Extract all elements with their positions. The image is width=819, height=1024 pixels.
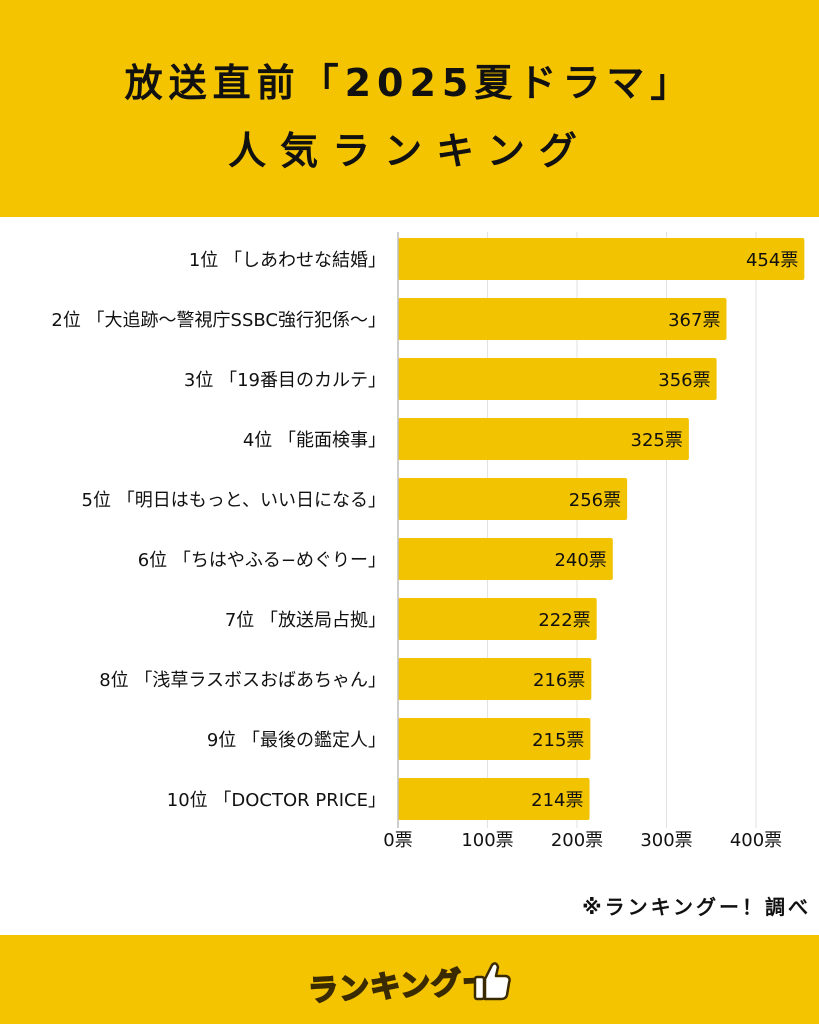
thumbs-up-icon bbox=[473, 962, 511, 1001]
value-label: 256票 bbox=[569, 490, 621, 511]
category-label: 2位 「大追跡〜警視庁SSBC強行犯係〜」 bbox=[51, 310, 386, 331]
page-title-line2: 人気ランキング bbox=[228, 129, 591, 173]
bar bbox=[398, 298, 727, 340]
source-credit: ※ランキングー！調べ bbox=[582, 895, 811, 919]
category-label: 4位 「能面検事」 bbox=[243, 430, 386, 451]
bar bbox=[398, 418, 689, 460]
x-tick-label: 100票 bbox=[461, 830, 513, 851]
category-label: 3位 「19番目のカルテ」 bbox=[184, 370, 386, 391]
bar bbox=[398, 478, 628, 520]
value-label: 367票 bbox=[668, 310, 720, 331]
value-label: 325票 bbox=[631, 430, 683, 451]
x-tick-label: 400票 bbox=[730, 830, 782, 851]
bar bbox=[398, 778, 590, 820]
bar-chart: 1位 「しあわせな結婚」 454票 2位 「大追跡〜警視庁SSBC強行犯係〜」 367… bbox=[51, 232, 805, 851]
x-tick-label: 300票 bbox=[640, 830, 692, 851]
value-label: 222票 bbox=[538, 610, 590, 631]
category-label: 8位 「浅草ラスボスおばあちゃん」 bbox=[99, 670, 386, 691]
chart-panel: 1位 「しあわせな結婚」 454票 2位 「大追跡〜警視庁SSBC強行犯係〜」 367… bbox=[0, 217, 819, 935]
bar bbox=[398, 358, 717, 400]
value-label: 240票 bbox=[554, 550, 606, 571]
value-label: 214票 bbox=[531, 790, 583, 811]
category-label: 6位 「ちはやふる−めぐりー」 bbox=[138, 550, 386, 571]
page-title-line1: 放送直前「2025夏ドラマ」 bbox=[124, 61, 695, 105]
x-tick-label: 200票 bbox=[551, 830, 603, 851]
category-label: 7位 「放送局占拠」 bbox=[225, 610, 386, 631]
bar bbox=[398, 598, 597, 640]
category-label: 5位 「明日はもっと、いい日になる」 bbox=[82, 490, 386, 511]
category-label: 10位 「DOCTOR PRICE」 bbox=[167, 790, 386, 811]
bar bbox=[398, 238, 805, 280]
bar bbox=[398, 538, 613, 580]
logo: ランキングー bbox=[300, 955, 520, 1010]
value-label: 454票 bbox=[746, 250, 798, 271]
x-tick-label: 0票 bbox=[383, 830, 412, 851]
bar bbox=[398, 658, 592, 700]
bar bbox=[398, 718, 591, 760]
category-label: 1位 「しあわせな結婚」 bbox=[189, 250, 386, 271]
value-label: 356票 bbox=[658, 370, 710, 391]
value-label: 216票 bbox=[533, 670, 585, 691]
value-label: 215票 bbox=[532, 730, 584, 751]
logo-text: ランキングー bbox=[306, 963, 495, 1010]
category-label: 9位 「最後の鑑定人」 bbox=[207, 730, 386, 751]
